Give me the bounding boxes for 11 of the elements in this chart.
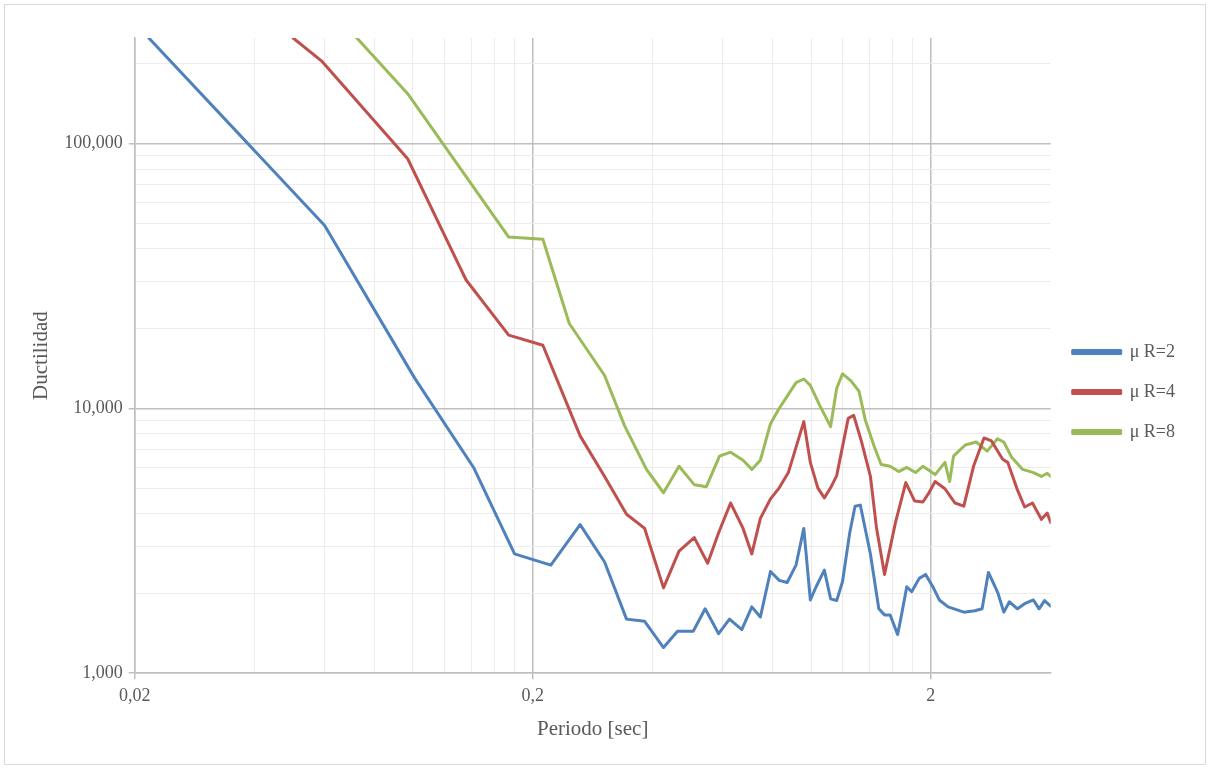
y-tick-label: 100,000 [64, 132, 123, 153]
y-tick-label: 10,000 [73, 397, 123, 418]
y-axis-title: Ductilidad [28, 310, 53, 400]
legend-label: μ R=4 [1129, 380, 1175, 401]
x-axis-title: Periodo [sec] [537, 715, 649, 740]
x-tick-label: 2 [926, 684, 936, 705]
x-tick-label: 0,2 [521, 684, 545, 705]
legend-label: μ R=8 [1129, 420, 1175, 441]
y-tick-label: 1,000 [82, 661, 123, 682]
x-tick-label: 0,02 [118, 684, 151, 705]
legend-label: μ R=2 [1129, 340, 1175, 361]
